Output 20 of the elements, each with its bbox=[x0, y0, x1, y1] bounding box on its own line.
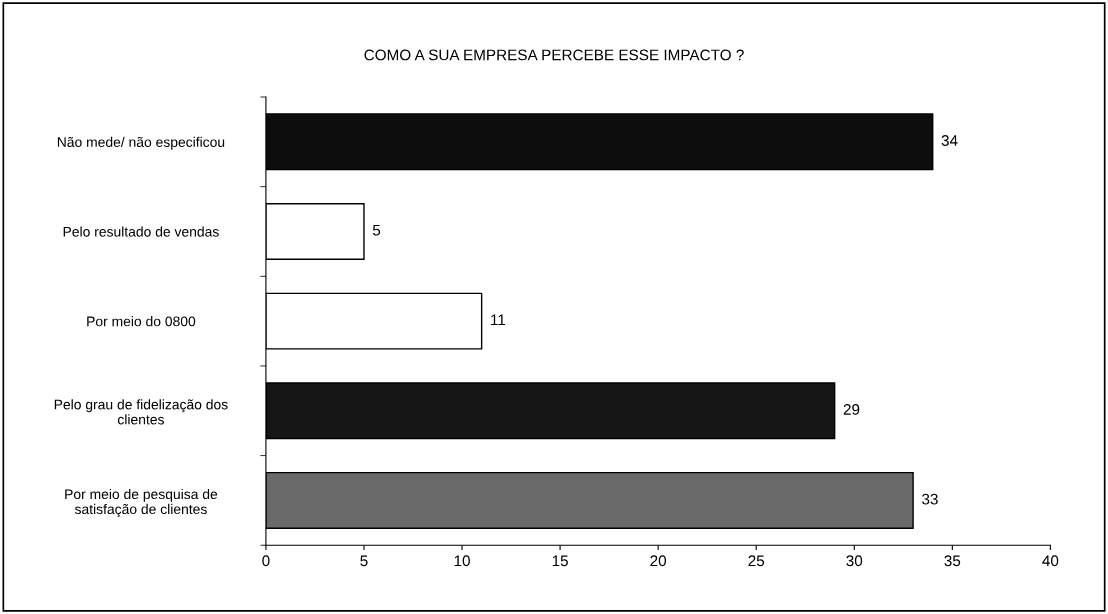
x-tick-label: 15 bbox=[552, 555, 568, 567]
y-tick-label: Por meio de pesquisa de satisfação de clientes bbox=[65, 488, 218, 517]
data-label: 33 bbox=[922, 493, 938, 505]
data-label: 34 bbox=[941, 135, 958, 146]
x-tick-label: 20 bbox=[650, 555, 667, 567]
data-label: 5 bbox=[372, 224, 381, 236]
x-tick-label: 10 bbox=[454, 555, 470, 567]
x-tick-label: 30 bbox=[846, 555, 863, 567]
chart-title: COMO A SUA EMPRESA PERCEBE ESSE IMPACTO ? bbox=[364, 49, 744, 61]
data-label: 29 bbox=[843, 404, 860, 415]
y-tick-label: Não mede/ não especificou bbox=[57, 136, 225, 150]
x-tick-label: 5 bbox=[360, 555, 368, 567]
y-tick-label: Por meio do 0800 bbox=[87, 316, 196, 327]
x-tick-label: 25 bbox=[748, 555, 765, 567]
data-label: 11 bbox=[491, 314, 506, 326]
x-tick-label: 40 bbox=[1042, 555, 1059, 567]
x-tick-label: 0 bbox=[262, 555, 270, 567]
x-tick-label: 35 bbox=[944, 555, 961, 567]
y-tick-label: Pelo resultado de vendas bbox=[63, 226, 219, 237]
y-tick-label: Pelo grau de fidelização dos clientes bbox=[54, 399, 228, 425]
